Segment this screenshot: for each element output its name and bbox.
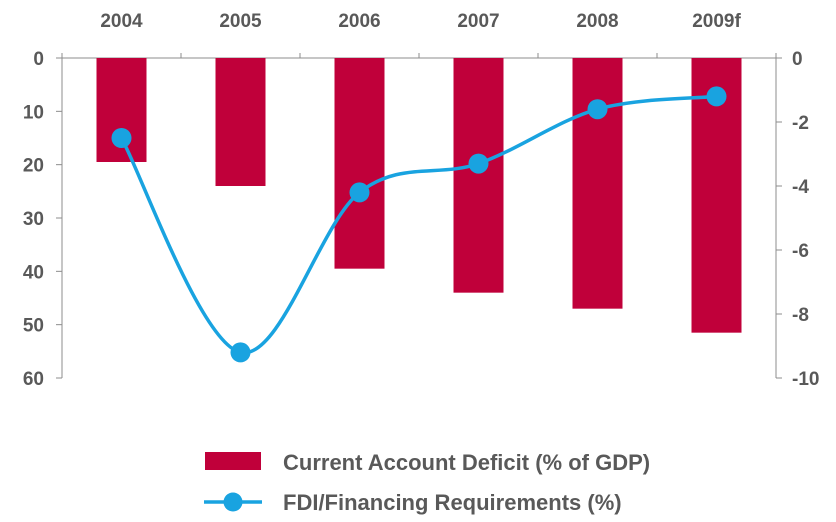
- line-point: [349, 182, 370, 203]
- category-label: 2004: [100, 11, 143, 32]
- category-label: 2005: [219, 11, 262, 32]
- line-point: [111, 128, 132, 148]
- legend: Current Account Deficit (% of GDP) FDI/F…: [204, 450, 650, 515]
- right-tick-label: 0: [792, 49, 803, 70]
- left-tick-label: 40: [23, 262, 44, 283]
- bar: [453, 58, 504, 293]
- right-tick-label: -8: [792, 305, 809, 326]
- category-labels: 2004 2005 2006 2007 2008 2009f: [100, 11, 741, 32]
- right-tick-label: -6: [792, 241, 809, 262]
- bar-series: [96, 58, 742, 333]
- line-series: [111, 86, 727, 363]
- left-tick-label: 60: [23, 369, 44, 390]
- bar: [572, 58, 623, 309]
- series-line: [119, 94, 717, 355]
- line-point: [468, 153, 489, 174]
- bar: [215, 58, 266, 186]
- left-tick-label: 10: [23, 102, 44, 123]
- legend-label-bar: Current Account Deficit (% of GDP): [283, 450, 650, 475]
- legend-swatch-bar: [205, 452, 261, 470]
- legend-swatch-marker: [223, 492, 243, 512]
- right-tick-label: -2: [792, 113, 809, 134]
- legend-label-line: FDI/Financing Requirements (%): [283, 490, 622, 515]
- left-tick-label: 50: [23, 316, 44, 337]
- left-tick-label: 30: [23, 209, 44, 230]
- category-label: 2008: [576, 11, 618, 32]
- bar: [334, 58, 385, 269]
- line-point: [706, 86, 727, 107]
- category-label: 2007: [457, 11, 499, 32]
- left-tick-label: 0: [33, 49, 44, 70]
- line-point: [230, 342, 251, 363]
- left-tick-label: 20: [23, 156, 44, 177]
- category-label: 2009f: [692, 11, 741, 32]
- category-label: 2006: [338, 11, 380, 32]
- line-point: [587, 99, 608, 120]
- chart-axes: 0 10 20 30 40 50 60 0 -2 -4 -6 -8 -10: [23, 49, 820, 390]
- right-tick-label: -4: [792, 177, 809, 198]
- right-tick-label: -10: [792, 369, 819, 390]
